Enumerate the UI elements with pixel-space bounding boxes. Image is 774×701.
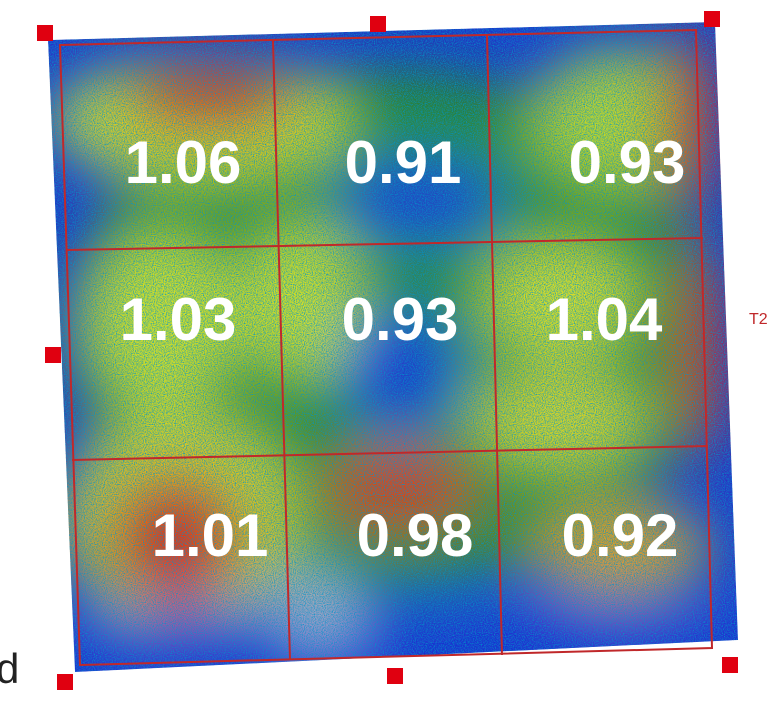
corner-text: d: [0, 645, 19, 692]
intensity-map: [48, 22, 738, 672]
cell-value: 1.01: [152, 502, 269, 569]
cell-value: 1.06: [125, 129, 242, 196]
roi-grid: [58, 28, 714, 667]
cell-value: 0.93: [569, 129, 686, 196]
cell-value: 0.98: [357, 502, 474, 569]
cell-value: 1.03: [120, 286, 237, 353]
cell-value: 0.91: [345, 129, 462, 196]
cell-value: 0.93: [342, 286, 459, 353]
cell-value: 0.92: [562, 502, 679, 569]
cell-value: 1.04: [546, 286, 663, 353]
resize-handles: [37, 11, 738, 690]
side-label: T2: [749, 311, 768, 328]
